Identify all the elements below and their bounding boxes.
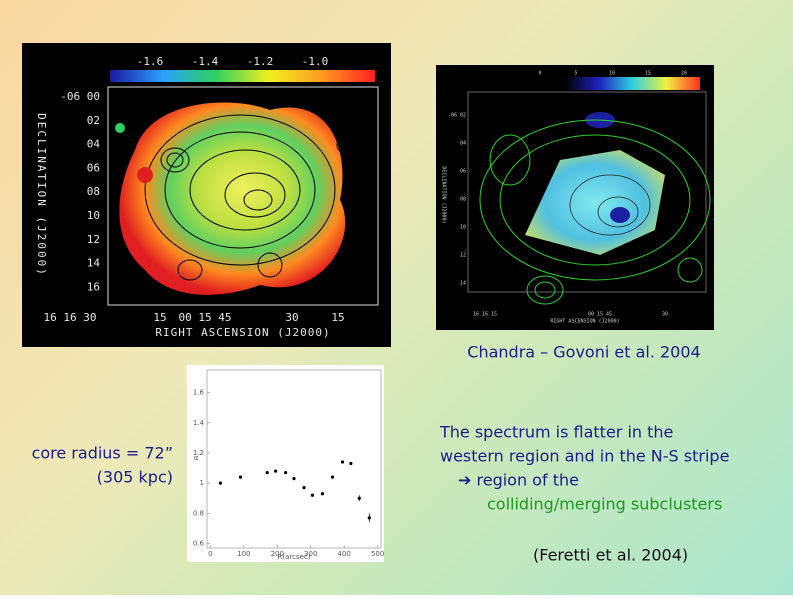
data-point (320, 492, 325, 496)
text-line: The spectrum is flatter in the (439, 423, 673, 442)
dec-tick-label: 08 (460, 197, 466, 203)
y-tick-label: 0.8 (193, 509, 204, 517)
core-radius-kpc: (305 kpc) (97, 468, 173, 487)
y-axis-label: α (194, 454, 199, 462)
ra-tick-label: 00 15 45 (179, 311, 232, 324)
dec-tick-label: 14 (460, 281, 466, 287)
dec-axis-label: DECLINATION (J2000) (35, 113, 48, 277)
data-point (265, 470, 269, 475)
x-tick-label: 100 (237, 550, 250, 558)
y-tick-label: 1.6 (193, 389, 205, 397)
colorbar-label: 15 (645, 71, 651, 77)
dec-tick-label: 04 (460, 141, 466, 147)
colorbar-label: -1.2 (247, 55, 274, 68)
ra-tick-label: 16 16 30 (44, 311, 97, 324)
dec-tick-label: 16 (87, 280, 100, 293)
radio-image (22, 43, 391, 347)
dec-tick-label: 10 (87, 209, 100, 222)
x-tick-label: 400 (338, 550, 351, 558)
colorbar-label: -1.6 (137, 55, 164, 68)
data-point (218, 481, 222, 485)
ra-axis-label: RIGHT ASCENSION (J2000) (550, 319, 619, 325)
reference: (Feretti et al. 2004) (533, 546, 688, 565)
ra-tick-label: 30 (285, 311, 298, 324)
dec-tick-label: 06 (460, 169, 466, 175)
xray-image (436, 65, 714, 330)
highlight-text: colliding/merging subclusters (487, 495, 722, 514)
colorbar-label: -1.4 (192, 55, 219, 68)
data-point (357, 496, 361, 500)
data-point (310, 493, 315, 497)
dec-tick-label: 12 (460, 253, 466, 259)
ra-tick-label: 15 (153, 311, 166, 324)
y-tick-label: 1 (200, 479, 204, 487)
data-point (302, 486, 306, 490)
data-point (292, 477, 296, 481)
plot-background (187, 365, 384, 562)
x-axis-label: R(arcsec) (278, 553, 311, 561)
dec-tick-label: -06 02 (448, 113, 466, 119)
ra-tick-label: 15 (331, 311, 344, 324)
data-point (367, 516, 371, 520)
x-tick-label: 300 (304, 550, 317, 558)
x-tick-label: 200 (271, 550, 284, 558)
ra-axis-label: RIGHT ASCENSION (J2000) (155, 326, 330, 339)
text-line: ➔ region of the (458, 471, 579, 490)
x-tick-label: 500 (371, 550, 384, 558)
data-point (349, 461, 353, 466)
data-point (284, 470, 288, 475)
data-point (273, 469, 278, 473)
colorbar-label: 5 (574, 71, 577, 77)
plot-frame (206, 369, 382, 549)
colorbar-label: 20 (681, 71, 687, 77)
dec-tick-label: -06 00 (60, 90, 100, 103)
ra-tick-label: 00 15 45 (588, 312, 612, 318)
data-point (340, 460, 345, 464)
dec-tick-label: 14 (87, 257, 101, 270)
y-tick-label: 1.4 (193, 419, 205, 427)
dec-tick-label: 04 (87, 138, 101, 151)
image-caption: Chandra – Govoni et al. 2004 (467, 343, 700, 362)
y-tick-label: 1.2 (193, 449, 204, 457)
colorbar-label: -1.0 (302, 55, 329, 68)
dec-tick-label: 02 (87, 114, 100, 127)
y-tick-label: 0.6 (193, 539, 205, 547)
x-tick-label: 0 (208, 550, 212, 558)
dec-tick-label: 08 (87, 185, 100, 198)
core-radius: core radius = 72” (32, 444, 173, 463)
colorbar-label: 10 (609, 71, 615, 77)
dec-tick-label: 12 (87, 233, 100, 246)
data-point (238, 475, 243, 479)
dec-axis-label: DECLINATION (J2000) (441, 166, 447, 223)
colorbar-label: 0 (538, 71, 541, 77)
ra-tick-label: 16 16 15 (473, 312, 497, 318)
text-line: western region and in the N-S stripe (440, 447, 729, 466)
ra-tick-label: 30 (662, 312, 668, 318)
dec-tick-label: 10 (460, 225, 466, 231)
dec-tick-label: 06 (87, 161, 100, 174)
data-point (330, 475, 335, 479)
